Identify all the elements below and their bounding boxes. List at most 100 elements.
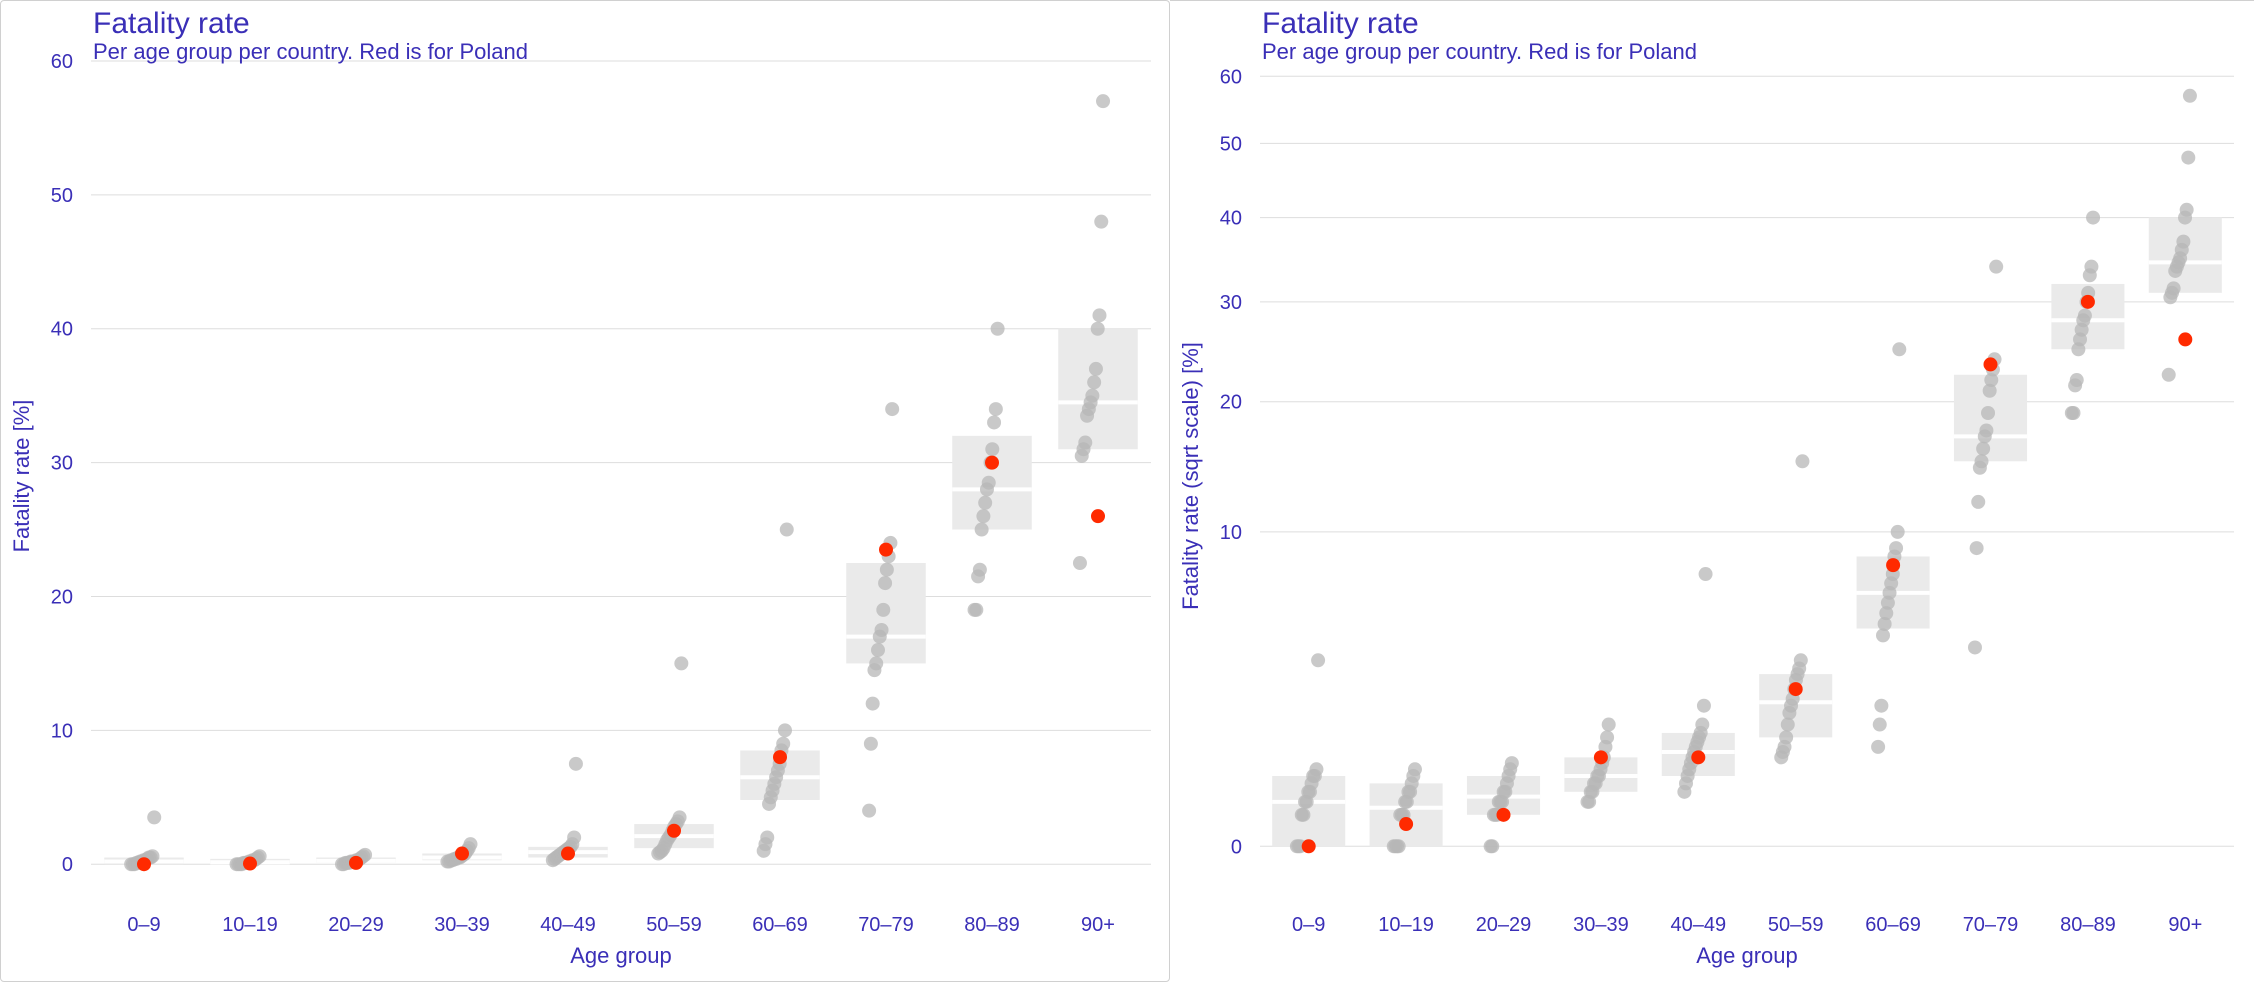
- data-point: [1089, 362, 1103, 376]
- x-tick-label: 20–29: [328, 914, 384, 936]
- data-point: [1970, 541, 1984, 555]
- data-point: [969, 603, 983, 617]
- data-point: [2070, 373, 2084, 387]
- data-point: [569, 757, 583, 771]
- poland-point: [1984, 357, 1998, 371]
- y-tick-label: 0: [62, 854, 73, 876]
- data-point: [1697, 699, 1711, 713]
- data-point: [1989, 260, 2003, 274]
- data-point: [778, 723, 792, 737]
- x-tick-label: 90+: [1081, 914, 1115, 936]
- data-point: [1795, 454, 1809, 468]
- x-tick-label: 70–79: [1963, 914, 2019, 936]
- data-point: [976, 509, 990, 523]
- data-point: [780, 523, 794, 537]
- data-point: [2162, 368, 2176, 382]
- data-point: [1094, 215, 1108, 229]
- y-tick-label: 30: [1220, 292, 1242, 314]
- poland-point: [985, 456, 999, 470]
- x-tick-label: 90+: [2168, 914, 2202, 936]
- poland-point: [1091, 509, 1105, 523]
- poland-point: [2081, 295, 2095, 309]
- data-point: [1871, 740, 1885, 754]
- data-point: [147, 810, 161, 824]
- y-tick-label: 40: [1220, 208, 1242, 230]
- x-tick-label: 30–39: [434, 914, 490, 936]
- data-point: [1892, 342, 1906, 356]
- data-point: [869, 656, 883, 670]
- data-point: [2181, 151, 2195, 165]
- y-tick-label: 60: [1220, 66, 1242, 88]
- x-tick-label: 10–19: [222, 914, 278, 936]
- data-point: [862, 804, 876, 818]
- y-tick-label: 30: [51, 453, 73, 475]
- data-point: [674, 656, 688, 670]
- y-tick-label: 0: [1231, 836, 1242, 858]
- poland-point: [243, 857, 257, 871]
- data-point: [2084, 260, 2098, 274]
- x-tick-label: 30–39: [1573, 914, 1629, 936]
- data-point: [1971, 495, 1985, 509]
- x-tick-label: 40–49: [1670, 914, 1726, 936]
- data-point: [989, 402, 1003, 416]
- data-point: [1975, 454, 1989, 468]
- x-tick-label: 60–69: [1865, 914, 1921, 936]
- poland-point: [1302, 839, 1316, 853]
- data-point: [1096, 94, 1110, 108]
- x-tick-label: 70–79: [858, 914, 914, 936]
- poland-point: [137, 857, 151, 871]
- data-point: [864, 737, 878, 751]
- data-point: [1485, 839, 1499, 853]
- data-point: [991, 322, 1005, 336]
- data-point: [2078, 309, 2092, 323]
- data-point: [1309, 762, 1323, 776]
- data-point: [567, 830, 581, 844]
- data-point: [2176, 235, 2190, 249]
- data-point: [1600, 730, 1614, 744]
- x-tick-label: 80–89: [964, 914, 1020, 936]
- data-point: [1976, 442, 1990, 456]
- x-tick-label: 0–9: [127, 914, 160, 936]
- data-point: [1073, 556, 1087, 570]
- data-point: [673, 810, 687, 824]
- x-tick-label: 50–59: [646, 914, 702, 936]
- data-point: [985, 442, 999, 456]
- data-point: [1979, 423, 1993, 437]
- data-point: [1873, 718, 1887, 732]
- data-point: [878, 576, 892, 590]
- data-point: [1296, 808, 1310, 822]
- data-point: [760, 830, 774, 844]
- x-tick-label: 50–59: [1768, 914, 1824, 936]
- chart-sqrt: 01020304050600–910–1920–2930–3940–4950–5…: [1170, 0, 2254, 982]
- y-tick-label: 20: [1220, 392, 1242, 414]
- data-point: [1602, 718, 1616, 732]
- data-point: [2167, 281, 2181, 295]
- x-axis-label: Age group: [1696, 943, 1798, 968]
- data-point: [982, 476, 996, 490]
- poland-point: [773, 750, 787, 764]
- data-point: [1889, 541, 1903, 555]
- poland-point: [1497, 808, 1511, 822]
- poland-point: [667, 824, 681, 838]
- poland-point: [349, 856, 363, 870]
- poland-point: [455, 847, 469, 861]
- data-point: [880, 563, 894, 577]
- x-tick-label: 80–89: [2060, 914, 2116, 936]
- y-tick-label: 10: [1220, 522, 1242, 544]
- data-point: [1311, 653, 1325, 667]
- poland-point: [879, 543, 893, 557]
- x-tick-label: 40–49: [540, 914, 596, 936]
- data-point: [1699, 567, 1713, 581]
- data-point: [1078, 436, 1092, 450]
- data-point: [987, 415, 1001, 429]
- data-point: [1091, 322, 1105, 336]
- y-axis-label: Fatality rate [%]: [9, 400, 34, 553]
- chart-linear: 01020304050600–910–1920–2930–3940–4950–5…: [0, 0, 1170, 982]
- data-point: [875, 623, 889, 637]
- data-point: [1968, 640, 1982, 654]
- x-axis-label: Age group: [570, 943, 672, 968]
- y-axis-label: Fatality rate (sqrt scale) [%]: [1178, 342, 1203, 610]
- data-point: [1092, 308, 1106, 322]
- data-point: [2180, 203, 2194, 217]
- boxplot-box: [1058, 329, 1138, 449]
